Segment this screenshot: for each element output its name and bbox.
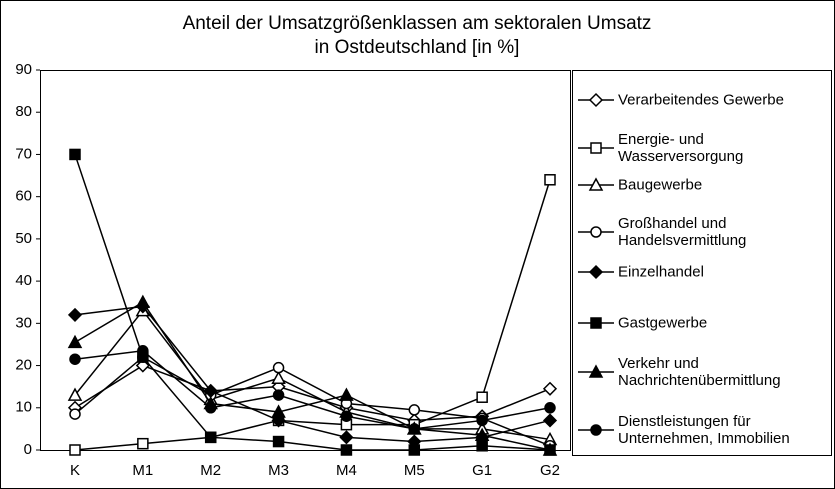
legend-marker bbox=[588, 177, 604, 191]
y-tick-label: 60 bbox=[15, 188, 32, 205]
series-line bbox=[74, 356, 551, 447]
marker bbox=[542, 413, 558, 428]
legend-label: Energie- und Wasserversorgung bbox=[618, 131, 744, 165]
series-line bbox=[74, 154, 551, 451]
legend-label: Baugewerbe bbox=[618, 176, 703, 194]
marker bbox=[408, 423, 421, 435]
series-line bbox=[74, 301, 551, 451]
marker bbox=[272, 435, 285, 448]
marker bbox=[340, 444, 353, 456]
marker bbox=[204, 431, 217, 444]
marker bbox=[69, 353, 81, 365]
chart-title: Anteil der Umsatzgrößenklassen am sektor… bbox=[183, 13, 652, 34]
marker bbox=[69, 408, 81, 420]
marker bbox=[137, 437, 149, 450]
legend-marker bbox=[588, 92, 604, 108]
marker bbox=[542, 381, 558, 396]
marker bbox=[544, 402, 556, 414]
legend-label: Verkehr und Nachrichtenübermittlung bbox=[618, 355, 781, 389]
marker bbox=[340, 410, 353, 422]
x-tick-label: K bbox=[70, 462, 80, 479]
y-tick-label: 80 bbox=[15, 103, 32, 120]
x-tick-label: M5 bbox=[404, 462, 425, 479]
marker bbox=[408, 404, 421, 416]
x-tick-label: M4 bbox=[336, 462, 357, 479]
legend-label: Verarbeitendes Gewerbe bbox=[618, 91, 784, 109]
y-tick-label: 20 bbox=[15, 357, 32, 374]
legend-label: Großhandel und Handelsvermittlung bbox=[618, 215, 747, 249]
x-tick-label: G1 bbox=[472, 462, 492, 479]
marker bbox=[69, 444, 81, 456]
marker bbox=[67, 387, 83, 401]
marker bbox=[339, 430, 354, 445]
legend-label: Gastgewerbe bbox=[618, 314, 708, 332]
series-line bbox=[74, 179, 551, 451]
x-tick-label: M2 bbox=[200, 462, 221, 479]
marker bbox=[542, 442, 558, 456]
legend-box bbox=[572, 70, 832, 456]
series-line bbox=[74, 309, 551, 441]
legend-label: Einzelhandel bbox=[618, 263, 704, 281]
marker bbox=[476, 440, 488, 452]
marker bbox=[476, 391, 488, 403]
x-tick-label: M1 bbox=[132, 462, 153, 479]
marker bbox=[137, 345, 149, 357]
legend-marker bbox=[588, 264, 604, 280]
legend-marker bbox=[588, 364, 604, 378]
y-tick-label: 40 bbox=[15, 272, 32, 289]
y-tick-label: 0 bbox=[24, 441, 32, 458]
x-tick-label: G2 bbox=[540, 462, 560, 479]
series-line bbox=[74, 349, 551, 430]
y-tick-label: 50 bbox=[15, 230, 32, 247]
legend-marker bbox=[590, 226, 602, 238]
marker bbox=[271, 404, 286, 418]
marker bbox=[272, 389, 285, 401]
marker bbox=[476, 414, 488, 427]
marker bbox=[67, 334, 83, 349]
marker bbox=[272, 361, 285, 374]
legend-marker bbox=[590, 142, 602, 154]
marker bbox=[135, 294, 151, 308]
x-tick-label: M3 bbox=[268, 462, 289, 479]
marker bbox=[544, 174, 556, 186]
y-tick-label: 70 bbox=[15, 145, 32, 162]
marker bbox=[271, 370, 286, 384]
chart-title: in Ostdeutschland [in %] bbox=[315, 37, 520, 58]
legend-marker bbox=[590, 424, 602, 436]
marker bbox=[67, 307, 83, 322]
marker bbox=[408, 444, 421, 456]
plot-area bbox=[40, 70, 571, 451]
legend-label: Dienstleistungen für Unternehmen, Immobi… bbox=[618, 413, 790, 447]
series-line bbox=[74, 305, 551, 443]
marker bbox=[339, 387, 354, 401]
y-tick-label: 90 bbox=[15, 61, 32, 78]
legend-marker bbox=[590, 317, 602, 329]
y-tick-label: 10 bbox=[15, 399, 32, 416]
marker bbox=[204, 402, 217, 414]
y-tick-label: 30 bbox=[15, 314, 32, 331]
marker bbox=[474, 427, 490, 441]
marker bbox=[69, 148, 81, 161]
